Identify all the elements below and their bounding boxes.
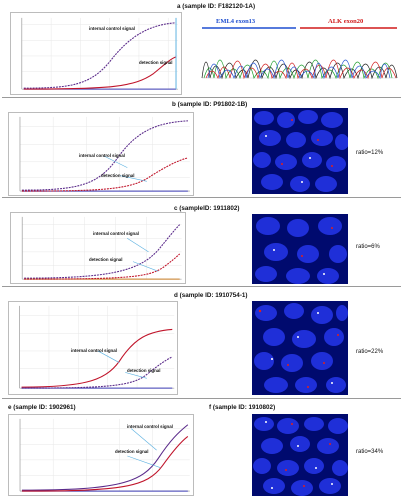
panel-b-fish-image — [252, 108, 348, 194]
panel-e-pcr-svg — [19, 418, 190, 492]
panel-a-pcr-plot: internal control signal detection signal — [10, 12, 182, 95]
panel-d: d (sample ID: 1910754-1) internal contro… — [2, 286, 401, 398]
panel-b-label: b (sample ID: P91802-1B) — [172, 101, 248, 108]
panel-c-detection-label: detection signal — [89, 257, 123, 262]
panel-d-internal-label: internal control signal — [71, 348, 117, 353]
panel-d-pcr-svg — [19, 305, 175, 389]
panel-a-label: a (sample ID: F182120-1A) — [177, 3, 256, 10]
panel-c-internal-label: internal control signal — [93, 231, 139, 236]
panel-b-pcr-svg — [19, 116, 190, 192]
gene-label-eml4: EML4 exon13 — [216, 18, 256, 25]
sanger-chromatogram: EML4 exon13 ALK exon20 — [200, 12, 399, 84]
panel-e-detection-label: detection signal — [115, 449, 149, 454]
panel-d-pcr-plot: internal control signal detection signal — [8, 301, 178, 395]
panel-a: a (sample ID: F182120-1A) internal contr… — [2, 2, 401, 97]
panel-d-label: d (sample ID: 1910754-1) — [174, 292, 248, 299]
panel-c-ratio: ratio=6% — [356, 244, 380, 250]
panel-d-fish-image — [252, 301, 348, 395]
panel-f-label: f (sample ID: 1910802) — [209, 404, 276, 411]
panel-b-pcr-plot: internal control signal detection signal — [8, 112, 194, 196]
panel-d-detection-label: detection signal — [127, 368, 161, 373]
panel-f-ratio: ratio=34% — [356, 449, 384, 455]
panel-c-pcr-plot: internal control signal detection signal — [10, 212, 186, 284]
panel-b-internal-label: internal control signal — [79, 153, 125, 158]
panel-c-fish-image — [252, 214, 348, 284]
chromatogram-svg — [201, 27, 398, 80]
panel-c-pcr-svg — [21, 216, 182, 280]
panel-d-ratio: ratio=22% — [356, 349, 384, 355]
panel-a-pcr-svg — [21, 17, 178, 90]
panel-b-detection-label: detection signal — [101, 173, 135, 178]
panel-f-fish-image — [252, 414, 348, 496]
panel-b-ratio: ratio=12% — [356, 150, 384, 156]
panel-b: b (sample ID: P91802-1B) internal contro… — [2, 97, 401, 197]
panel-c-label: c (sampleID: 1911802) — [174, 205, 240, 212]
panel-e-pcr-plot: internal control signal detection signal — [8, 414, 194, 496]
panel-e-label: e (sample ID: 1902961) — [8, 404, 76, 411]
panel-ef: e (sample ID: 1902961) f (sample ID: 191… — [2, 398, 401, 497]
panel-a-detection-label: detection signal — [139, 60, 173, 65]
gene-label-alk: ALK exon20 — [328, 18, 364, 25]
panel-a-internal-label: internal control signal — [89, 26, 135, 31]
panel-c: c (sampleID: 1911802) internal control s… — [2, 197, 401, 286]
panel-e-internal-label: internal control signal — [127, 424, 173, 429]
